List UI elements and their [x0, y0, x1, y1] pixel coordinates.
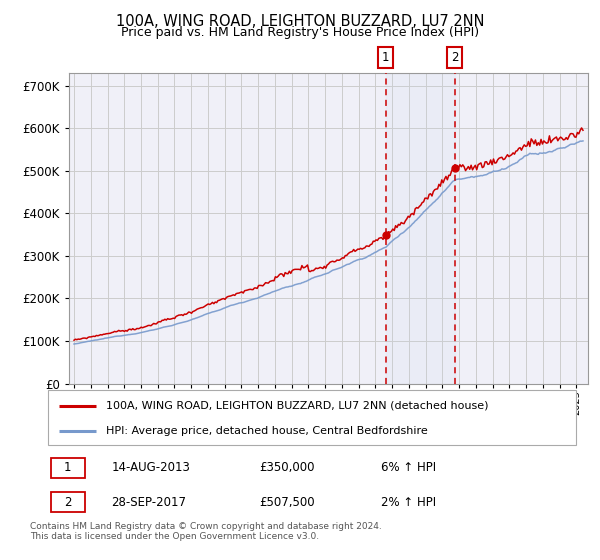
Text: HPI: Average price, detached house, Central Bedfordshire: HPI: Average price, detached house, Cent… [106, 426, 428, 436]
Text: Price paid vs. HM Land Registry's House Price Index (HPI): Price paid vs. HM Land Registry's House … [121, 26, 479, 39]
Text: 6% ↑ HPI: 6% ↑ HPI [380, 461, 436, 474]
Text: 2: 2 [64, 496, 71, 508]
Text: 14-AUG-2013: 14-AUG-2013 [112, 461, 190, 474]
Text: £350,000: £350,000 [259, 461, 315, 474]
Bar [386, 73, 455, 384]
Text: 1: 1 [382, 51, 389, 64]
Text: 2: 2 [451, 51, 458, 64]
FancyBboxPatch shape [48, 390, 576, 445]
Text: 28-SEP-2017: 28-SEP-2017 [112, 496, 187, 508]
Text: 1: 1 [64, 461, 71, 474]
Text: 2% ↑ HPI: 2% ↑ HPI [380, 496, 436, 508]
Text: 100A, WING ROAD, LEIGHTON BUZZARD, LU7 2NN: 100A, WING ROAD, LEIGHTON BUZZARD, LU7 2… [116, 14, 484, 29]
FancyBboxPatch shape [50, 458, 85, 478]
Text: £507,500: £507,500 [259, 496, 315, 508]
Text: 100A, WING ROAD, LEIGHTON BUZZARD, LU7 2NN (detached house): 100A, WING ROAD, LEIGHTON BUZZARD, LU7 2… [106, 401, 488, 410]
Text: Contains HM Land Registry data © Crown copyright and database right 2024.
This d: Contains HM Land Registry data © Crown c… [30, 522, 382, 542]
FancyBboxPatch shape [50, 492, 85, 512]
